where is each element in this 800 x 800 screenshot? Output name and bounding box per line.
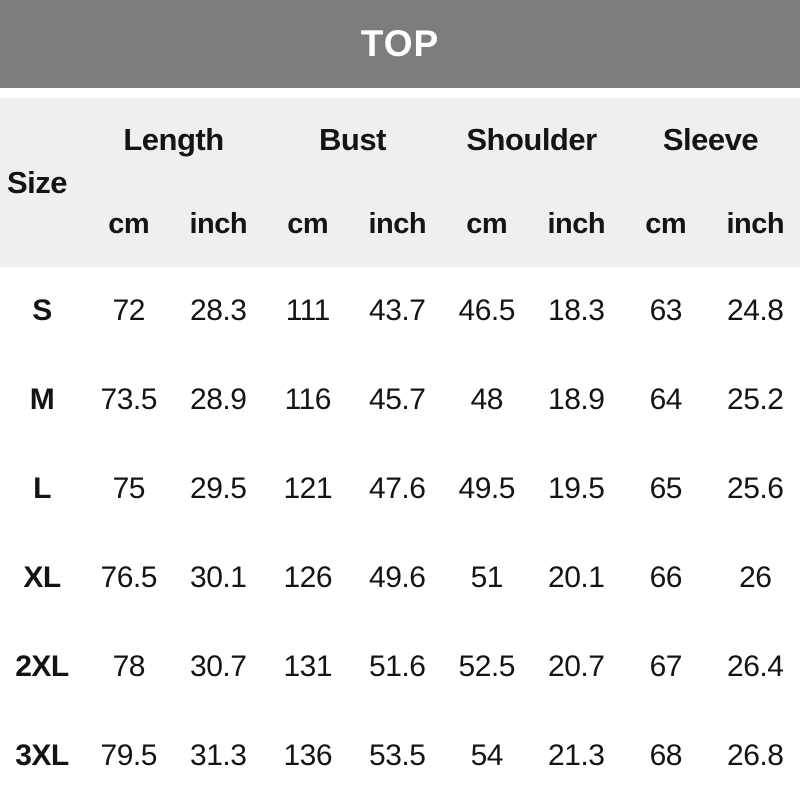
cell-bust-inch: 45.7 [369,383,426,417]
table-row-xl: XL 76.5 30.1 126 49.6 51 20.1 66 26 [0,533,800,622]
cell-sleeve-inch: 25.2 [727,383,784,417]
banner-title: TOP [360,23,440,64]
cell-sleeve-cm: 66 [649,560,683,594]
cell-length-inch: 29.5 [190,472,247,506]
cell-shoulder-cm: 51 [470,560,504,594]
cell-shoulder-inch: 19.5 [548,472,605,506]
cell-sleeve-inch: 26 [739,560,772,594]
cell-bust-cm: 111 [285,294,331,328]
table-row-l: L 75 29.5 121 47.6 49.5 19.5 65 25.6 [0,445,800,534]
cell-shoulder-cm: 52.5 [458,649,516,683]
cell-sleeve-cm: 64 [649,383,683,417]
cell-sleeve-cm: 67 [649,649,683,683]
cell-length-inch: 30.7 [190,649,247,683]
cell-length-inch: 28.3 [190,294,247,328]
header-group-bust: Bust [319,122,386,157]
header-size: Size [7,164,68,200]
row-size-label: 3XL [15,738,69,772]
header-group-sleeve: Sleeve [662,122,759,157]
row-size-label: M [29,383,55,417]
cell-length-cm: 76.5 [100,560,158,594]
header-group-length: Length [123,122,224,157]
cell-shoulder-cm: 48 [470,383,504,417]
cell-shoulder-inch: 20.1 [548,560,605,594]
table-row-3xl: 3XL 79.5 31.3 136 53.5 54 21.3 68 26.8 [0,711,800,800]
cell-bust-cm: 121 [283,472,333,506]
cell-length-inch: 31.3 [190,738,247,772]
cell-bust-cm: 136 [283,738,333,772]
cell-sleeve-inch: 26.4 [727,649,784,683]
cell-shoulder-inch: 20.7 [548,649,605,683]
header-unit-shoulder-cm: cm [466,208,508,240]
cell-sleeve-cm: 63 [649,294,683,328]
header-unit-sleeve-inch: inch [726,208,785,240]
cell-bust-cm: 126 [283,560,333,594]
header-unit-shoulder-inch: inch [547,208,606,240]
cell-sleeve-inch: 24.8 [727,294,784,328]
cell-sleeve-cm: 68 [649,738,683,772]
cell-bust-inch: 47.6 [369,472,426,506]
cell-shoulder-inch: 21.3 [548,738,605,772]
cell-bust-inch: 51.6 [369,649,426,683]
cell-bust-inch: 53.5 [369,738,426,772]
cell-length-cm: 79.5 [100,738,158,772]
row-size-label: S [32,294,52,328]
cell-bust-inch: 49.6 [369,560,426,594]
row-size-label: XL [23,560,61,594]
header-unit-sleeve-cm: cm [645,208,687,240]
cell-length-inch: 28.9 [190,383,247,417]
table-body: S 72 28.3 111 43.7 46.5 18.3 63 24.8 M 7… [0,267,800,800]
cell-shoulder-inch: 18.9 [548,383,605,417]
cell-bust-inch: 43.7 [369,294,426,328]
cell-length-cm: 78 [112,649,146,683]
table-row-2xl: 2XL 78 30.7 131 51.6 52.5 20.7 67 26.4 [0,622,800,711]
table-header: Size Length Bust Shoulder Sleeve cm inch… [0,98,800,267]
table-row-s: S 72 28.3 111 43.7 46.5 18.3 63 24.8 [0,267,800,356]
cell-length-cm: 73.5 [100,383,158,417]
cell-bust-cm: 131 [283,649,333,683]
cell-length-cm: 75 [112,472,146,506]
cell-bust-cm: 116 [284,383,332,417]
cell-length-cm: 72 [112,294,146,328]
cell-sleeve-inch: 26.8 [727,738,784,772]
cell-shoulder-inch: 18.3 [548,294,605,328]
banner: TOP [0,0,800,88]
header-unit-bust-cm: cm [287,208,329,240]
header-unit-length-cm: cm [108,208,150,240]
cell-sleeve-cm: 65 [649,472,683,506]
header-group-shoulder: Shoulder [466,122,597,157]
banner-divider [0,88,800,98]
cell-length-inch: 30.1 [190,560,247,594]
cell-shoulder-cm: 46.5 [458,294,516,328]
header-unit-length-inch: inch [189,208,248,240]
header-unit-bust-inch: inch [368,208,427,240]
table-row-m: M 73.5 28.9 116 45.7 48 18.9 64 25.2 [0,356,800,445]
cell-sleeve-inch: 25.6 [727,472,784,506]
row-size-label: 2XL [15,649,69,683]
cell-shoulder-cm: 49.5 [458,472,516,506]
row-size-label: L [33,472,51,506]
cell-shoulder-cm: 54 [470,738,504,772]
